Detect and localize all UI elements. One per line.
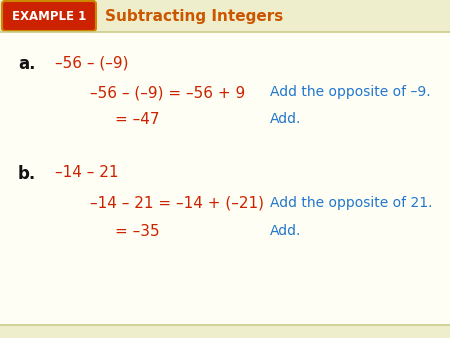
FancyBboxPatch shape <box>2 1 96 31</box>
Bar <box>0 325 450 338</box>
Text: = –47: = –47 <box>115 112 159 127</box>
Text: EXAMPLE 1: EXAMPLE 1 <box>12 9 86 23</box>
Text: a.: a. <box>18 55 36 73</box>
Text: –14 – 21: –14 – 21 <box>55 165 118 180</box>
Text: = –35: = –35 <box>115 224 160 239</box>
Bar <box>0 0 450 32</box>
Text: Add.: Add. <box>270 112 302 126</box>
Text: b.: b. <box>18 165 36 183</box>
Text: Add the opposite of –9.: Add the opposite of –9. <box>270 85 431 99</box>
Text: –56 – (–9): –56 – (–9) <box>55 55 129 70</box>
Text: –14 – 21 = –14 + (–21): –14 – 21 = –14 + (–21) <box>90 196 264 211</box>
Text: Add.: Add. <box>270 224 302 238</box>
Text: Add the opposite of 21.: Add the opposite of 21. <box>270 196 432 210</box>
Text: –56 – (–9) = –56 + 9: –56 – (–9) = –56 + 9 <box>90 85 245 100</box>
Text: Subtracting Integers: Subtracting Integers <box>105 8 283 24</box>
